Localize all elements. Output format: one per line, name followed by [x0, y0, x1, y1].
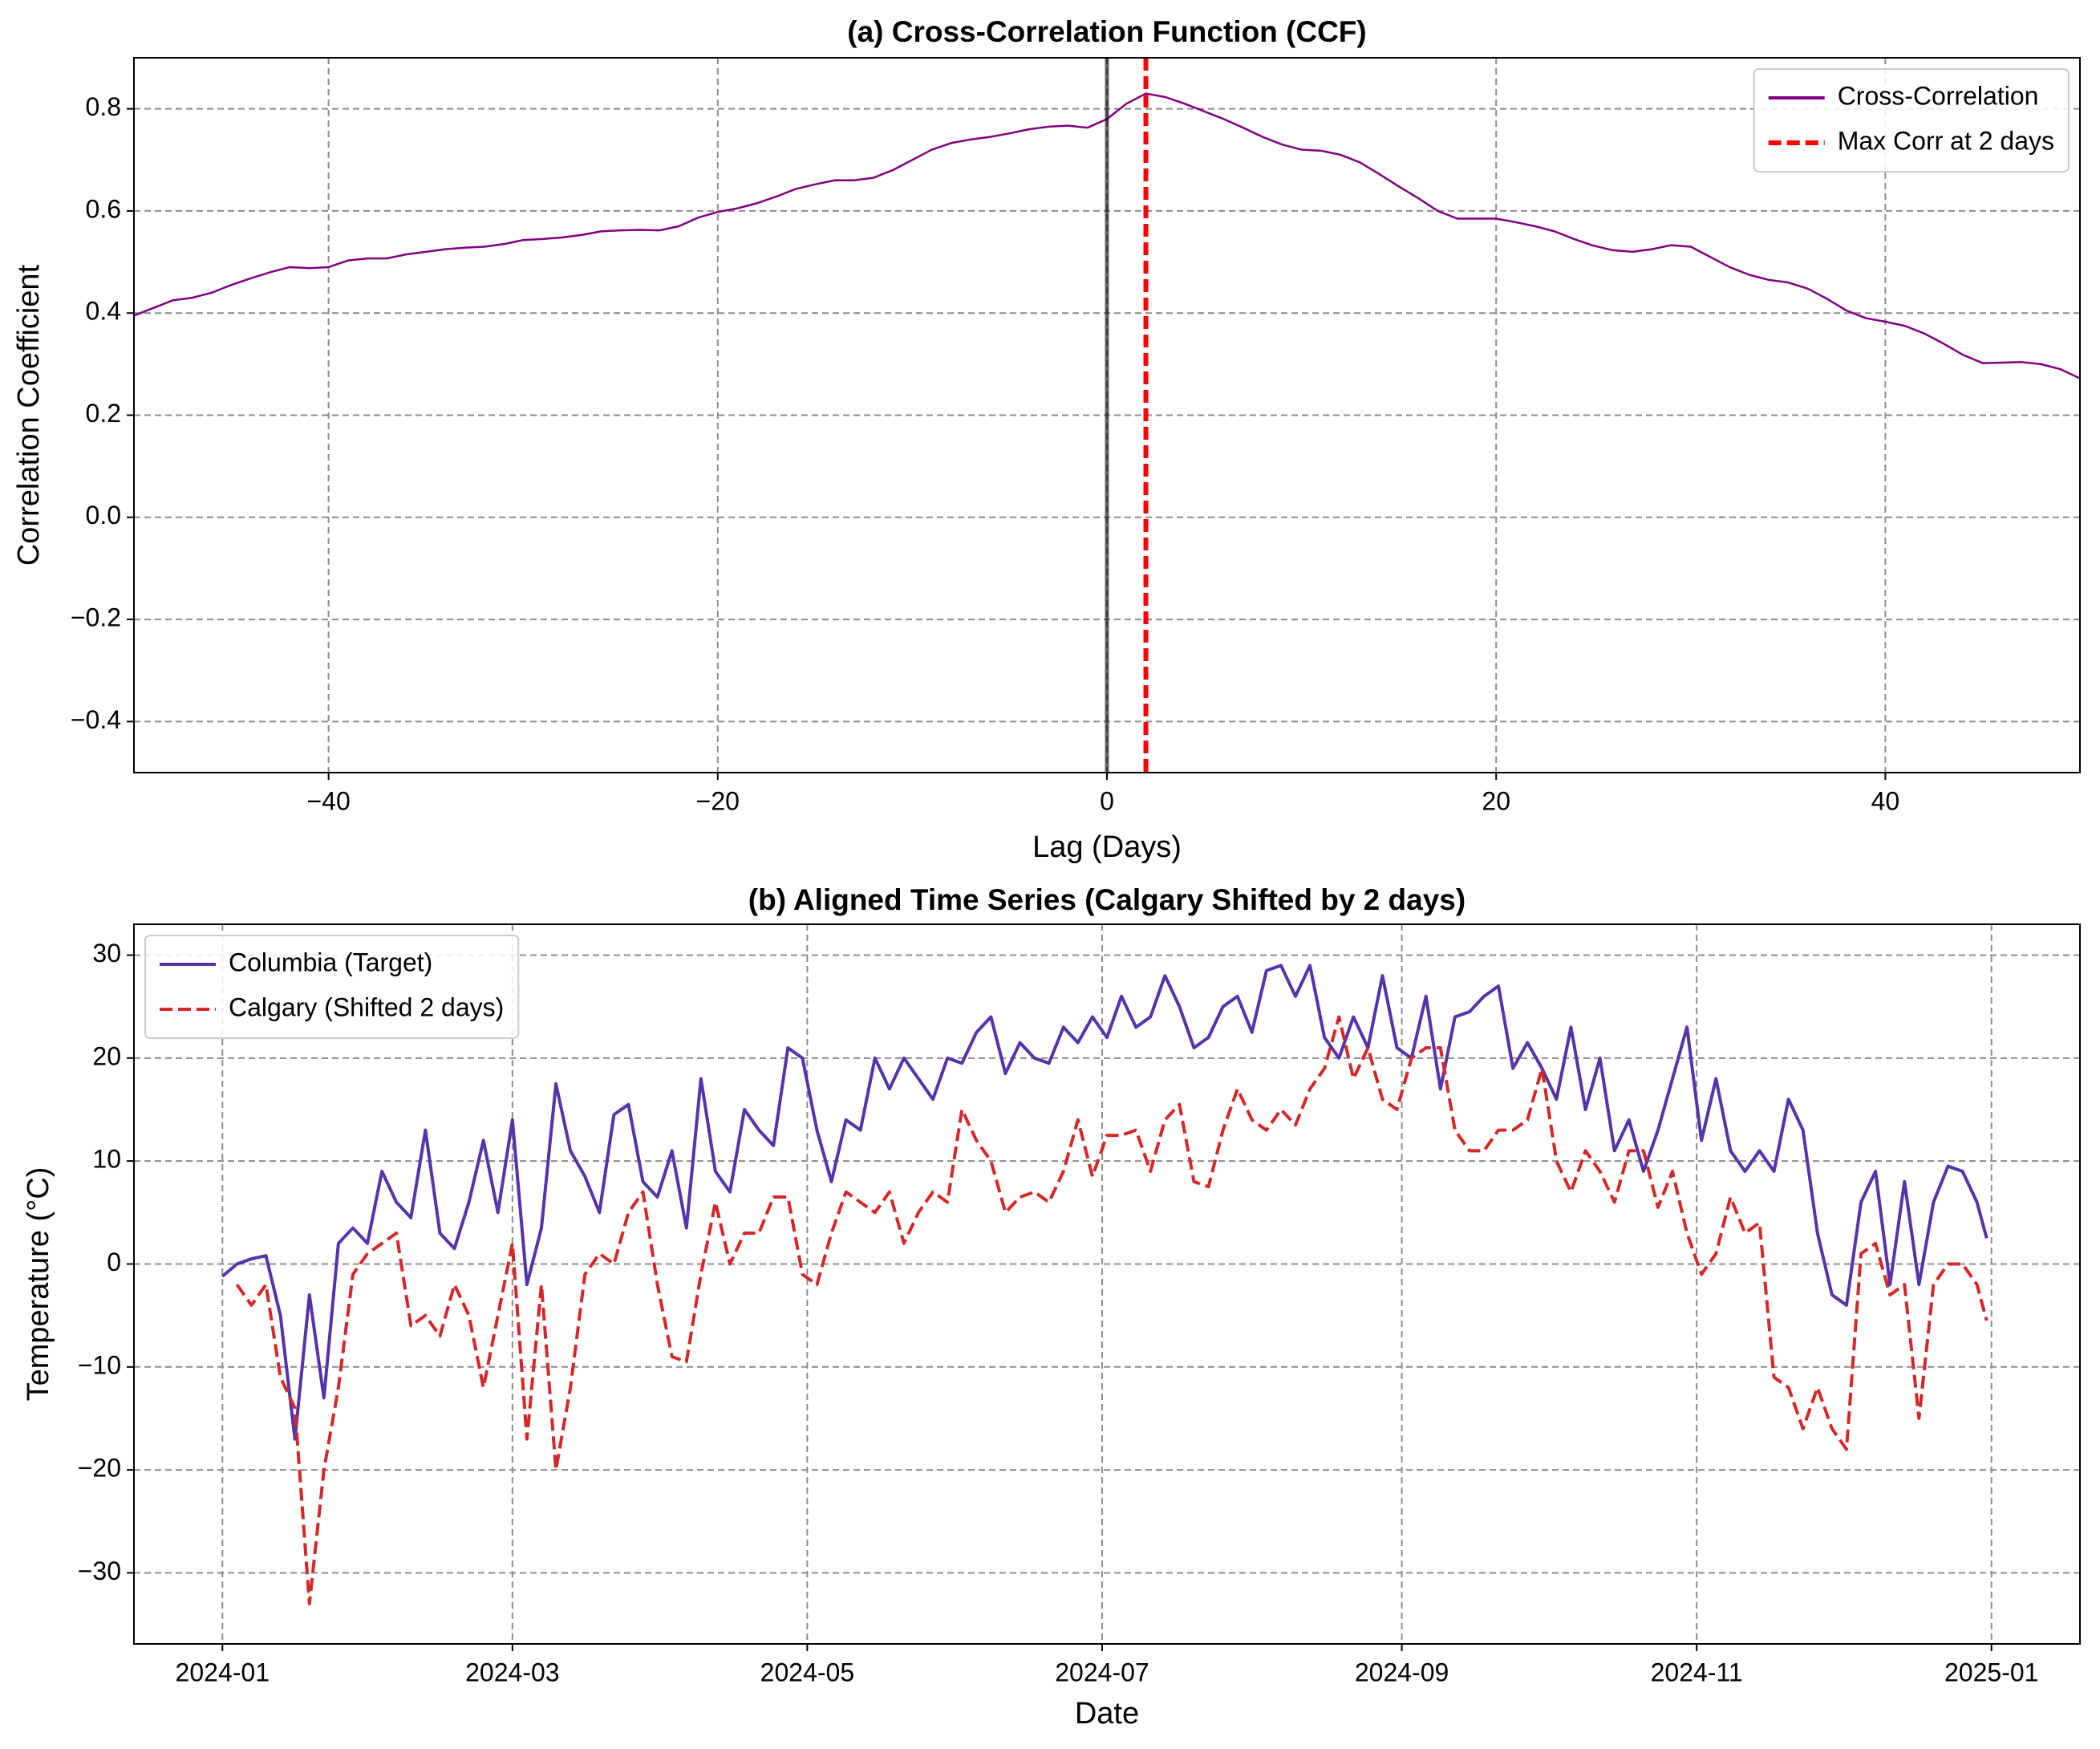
- legend-label: Max Corr at 2 days: [1838, 126, 2054, 155]
- y-axis-label: Correlation Coefficient: [12, 264, 46, 566]
- x-tick-label: 2024-11: [1651, 1658, 1743, 1686]
- y-tick-label: −0.4: [71, 705, 121, 734]
- y-tick-label: −30: [78, 1556, 121, 1585]
- plot-area: [134, 58, 2080, 773]
- x-tick-label: 20: [1482, 786, 1510, 815]
- plot-area: [221, 964, 1989, 1605]
- series-line: [221, 964, 1989, 1441]
- x-tick-label: 2025-01: [1944, 1658, 2038, 1686]
- y-tick-label: −20: [78, 1454, 121, 1483]
- chart-title: (a) Cross-Correlation Function (CCF): [847, 15, 1366, 48]
- legend-label: Cross-Correlation: [1838, 81, 2039, 110]
- y-tick-label: 0.8: [86, 92, 121, 121]
- x-tick-label: 40: [1871, 786, 1900, 815]
- y-tick-label: −0.2: [71, 603, 121, 632]
- legend-frame: [144, 935, 520, 1039]
- chart-title: (b) Aligned Time Series (Calgary Shifted…: [748, 883, 1466, 916]
- x-tick-label: −40: [306, 786, 350, 815]
- legend-label: Calgary (Shifted 2 days): [229, 992, 504, 1021]
- y-tick-label: 0.0: [86, 501, 121, 530]
- legend-label: Columbia (Target): [229, 948, 432, 976]
- legend: Columbia (Target) Calgary (Shifted 2 days…: [144, 935, 520, 1039]
- series-line: [235, 1015, 1989, 1605]
- x-tick-label: 2024-07: [1055, 1658, 1149, 1686]
- x-tick-label: −20: [696, 786, 740, 815]
- y-tick-label: −10: [78, 1350, 121, 1379]
- plot-frame: [133, 57, 2081, 773]
- y-tick-label: 0.2: [86, 399, 121, 428]
- y-tick-label: 10: [92, 1145, 121, 1174]
- legend-frame: [1753, 68, 2070, 172]
- x-tick-label: 2024-05: [760, 1658, 854, 1686]
- x-tick-label: 2024-01: [176, 1658, 270, 1686]
- y-tick-label: 20: [92, 1041, 121, 1070]
- y-tick-label: 0: [107, 1248, 121, 1276]
- subplot: (a) Cross-Correlation Function (CCF) Lag …: [12, 15, 2081, 864]
- x-tick-label: 0: [1100, 786, 1114, 815]
- x-axis-label: Lag (Days): [1032, 830, 1182, 864]
- y-tick-label: 0.6: [86, 194, 121, 223]
- y-tick-label: 0.4: [86, 297, 121, 326]
- x-axis-label: Date: [1075, 1697, 1139, 1731]
- legend: Cross-Correlation Max Corr at 2 days: [1753, 68, 2070, 172]
- y-axis-label: Temperature (°C): [22, 1167, 55, 1402]
- x-tick-label: 2024-09: [1355, 1658, 1449, 1686]
- y-tick-label: 30: [92, 939, 121, 968]
- subplot: (b) Aligned Time Series (Calgary Shifted…: [22, 883, 2081, 1731]
- x-tick-label: 2024-03: [465, 1658, 559, 1686]
- plot-frame: [133, 923, 2081, 1645]
